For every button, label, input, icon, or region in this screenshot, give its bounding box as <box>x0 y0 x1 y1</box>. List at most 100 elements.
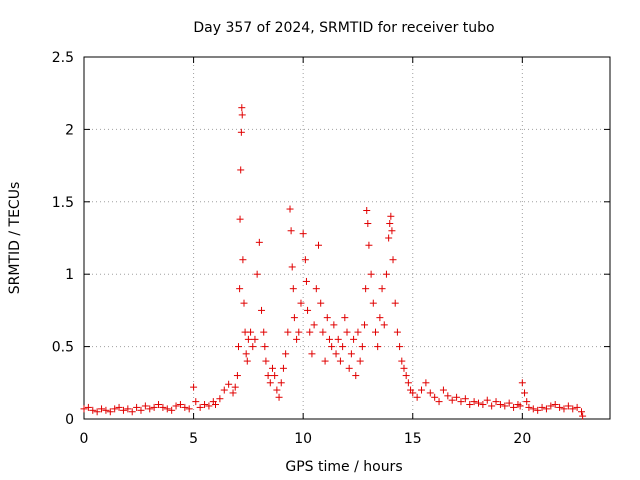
data-point <box>352 372 360 380</box>
x-axis-label: GPS time / hours <box>285 459 402 475</box>
data-point <box>578 408 586 416</box>
data-point <box>426 389 434 397</box>
data-point <box>196 403 204 411</box>
data-point <box>310 321 318 329</box>
data-point <box>205 402 213 410</box>
data-point <box>391 299 399 307</box>
data-point <box>181 403 189 411</box>
data-point <box>264 372 272 380</box>
data-point <box>102 406 110 414</box>
data-point <box>538 403 546 411</box>
data-point <box>521 389 529 397</box>
data-point <box>479 401 487 409</box>
data-points <box>80 104 587 420</box>
data-point <box>275 393 283 401</box>
data-point <box>319 328 327 336</box>
data-point <box>516 402 524 410</box>
data-point <box>271 372 279 380</box>
data-point <box>542 405 550 413</box>
data-point <box>560 405 568 413</box>
data-point <box>237 128 245 136</box>
data-point <box>133 403 141 411</box>
data-point <box>273 386 281 394</box>
data-point <box>350 335 358 343</box>
data-point <box>150 403 158 411</box>
data-point <box>371 328 379 336</box>
data-point <box>141 402 149 410</box>
data-point <box>330 321 338 329</box>
grid <box>84 57 610 419</box>
axis-ticks: 0 5 10 15 20 0 0.5 1 1.5 2 2.5 <box>52 50 610 447</box>
data-point <box>488 402 496 410</box>
data-point <box>398 357 406 365</box>
data-point <box>212 401 219 409</box>
y-tick-label: 0 <box>65 412 74 428</box>
data-point <box>192 398 200 406</box>
data-point <box>295 328 303 336</box>
data-point <box>341 314 349 322</box>
data-point <box>448 396 456 404</box>
data-point <box>466 401 474 409</box>
data-point <box>501 402 509 410</box>
data-point <box>238 111 246 119</box>
x-tick-label: 5 <box>189 431 198 447</box>
data-point <box>190 383 198 391</box>
data-point <box>387 212 395 220</box>
data-point <box>301 256 309 264</box>
data-point <box>235 343 243 351</box>
data-point <box>216 395 224 403</box>
data-point <box>93 408 101 416</box>
data-point <box>284 328 292 336</box>
data-point <box>402 372 410 380</box>
data-point <box>356 357 364 365</box>
data-point <box>321 357 329 365</box>
data-point <box>124 405 132 413</box>
data-point <box>457 398 465 406</box>
data-point <box>261 343 269 351</box>
data-point <box>304 306 312 314</box>
data-point <box>380 321 388 329</box>
data-point <box>176 401 184 409</box>
data-point <box>236 285 244 293</box>
data-point <box>505 399 513 407</box>
data-point <box>312 285 320 293</box>
data-point <box>233 372 241 380</box>
data-point <box>378 285 386 293</box>
data-point <box>431 393 439 401</box>
data-point <box>534 406 542 414</box>
data-point <box>564 402 572 410</box>
data-point <box>137 406 145 414</box>
data-point <box>286 205 294 213</box>
data-point <box>363 206 371 214</box>
data-point <box>400 364 408 372</box>
data-point <box>277 379 285 387</box>
data-point <box>551 401 559 409</box>
data-point <box>325 335 333 343</box>
y-axis-label: SRMTID / TECUs <box>7 182 23 295</box>
data-point <box>386 220 394 228</box>
data-point <box>244 335 252 343</box>
data-point <box>547 402 555 410</box>
data-point <box>389 256 397 264</box>
data-point <box>80 405 88 413</box>
data-point <box>185 405 193 413</box>
data-point <box>308 350 316 358</box>
data-point <box>249 343 257 351</box>
y-tick-label: 0.5 <box>52 340 74 356</box>
data-point <box>289 285 297 293</box>
data-point <box>525 403 533 411</box>
data-point <box>266 379 274 387</box>
data-point <box>418 386 426 394</box>
data-point <box>328 343 336 351</box>
data-point <box>290 314 298 322</box>
data-point <box>374 343 382 351</box>
data-point <box>237 166 245 174</box>
data-point <box>529 405 537 413</box>
data-point <box>461 395 469 403</box>
data-point <box>483 396 491 404</box>
data-point <box>367 270 375 278</box>
data-point <box>354 328 362 336</box>
data-point <box>388 227 396 235</box>
data-point <box>382 270 390 278</box>
